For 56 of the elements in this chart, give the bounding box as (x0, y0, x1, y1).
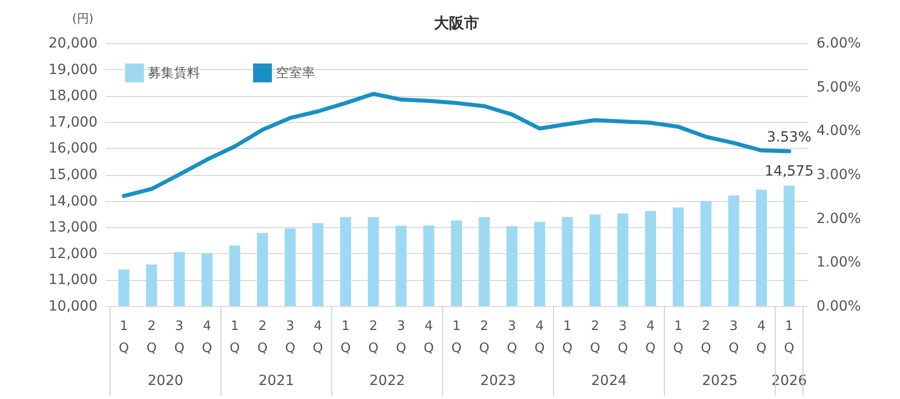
y2-tick-label: 3.00% (816, 167, 861, 183)
y2-tick-label: 5.00% (816, 79, 861, 96)
text: 2022 (369, 373, 406, 389)
x-tick-label: 3Q (506, 319, 518, 356)
data-label: 3.53% (766, 129, 812, 146)
x-tick-label: 2Q (700, 319, 712, 356)
text: 2025 (702, 373, 738, 389)
x-tick-label: 1Q (784, 319, 794, 356)
x-tick-label: 1Q (562, 319, 572, 356)
text: 2023 (480, 373, 516, 389)
y-tick-label: 18,000 (48, 88, 98, 104)
y-tick-label: 13,000 (48, 220, 98, 236)
y2-tick-label: 1.00% (816, 254, 861, 271)
x-tick-label: 3Q (285, 319, 296, 356)
x-tick-label: 2Q (146, 319, 157, 356)
x-tick-label: 4Q (756, 319, 767, 356)
x-tick-label: 3Q (728, 319, 739, 356)
x-tick-label: 1Q (673, 319, 684, 356)
text: 2026 (771, 373, 808, 389)
x-tick-label: 4Q (424, 319, 434, 356)
x-tick-label: 3Q (618, 319, 628, 356)
y-tick-label: 19,000 (48, 62, 98, 78)
x-tick-label: 4Q (312, 319, 324, 356)
x-tick-label: 2Q (479, 319, 490, 356)
y-tick-label: 12,000 (48, 246, 98, 262)
data-label: 14,575 (764, 164, 814, 180)
legend-label: 空室率 (276, 64, 315, 81)
x-tick-label: 4Q (202, 319, 212, 356)
x-tick-label: 4Q (534, 319, 545, 356)
x-tick-label: 1Q (118, 319, 129, 356)
y2-tick-label: 6.00% (816, 36, 861, 52)
x-tick-label: 3Q (396, 319, 406, 356)
y-tick-label: 14,000 (48, 193, 98, 210)
y2-tick-label: 4.00% (816, 123, 861, 140)
x-tick-label: 2Q (257, 319, 268, 356)
x-tick-label: 2Q (368, 319, 378, 356)
y-tick-label: 20,000 (48, 36, 98, 52)
y-tick-label: 17,000 (48, 114, 98, 130)
y-tick-label: 15,000 (48, 167, 98, 183)
x-tick-label: 1Q (451, 319, 462, 356)
y-tick-label: 10,000 (48, 298, 98, 314)
text: 2024 (591, 373, 627, 389)
legend-label: 募集賃料 (148, 66, 200, 81)
text: 2020 (148, 373, 184, 389)
x-tick-label: 2Q (590, 319, 600, 356)
x-tick-label: 1Q (340, 319, 351, 356)
y-tick-label: 11,000 (48, 272, 98, 288)
y-axis-title: (円) (72, 12, 94, 26)
y2-tick-label: 2.00% (816, 210, 861, 227)
x-tick-label: 4Q (645, 319, 656, 356)
x-tick-label: 1Q (230, 319, 240, 356)
text: 2021 (258, 373, 294, 389)
y-tick-label: 16,000 (48, 140, 98, 157)
y2-tick-label: 0.00% (816, 298, 861, 314)
chart-title: 大阪市 (434, 14, 479, 32)
x-tick-label: 3Q (174, 319, 184, 356)
